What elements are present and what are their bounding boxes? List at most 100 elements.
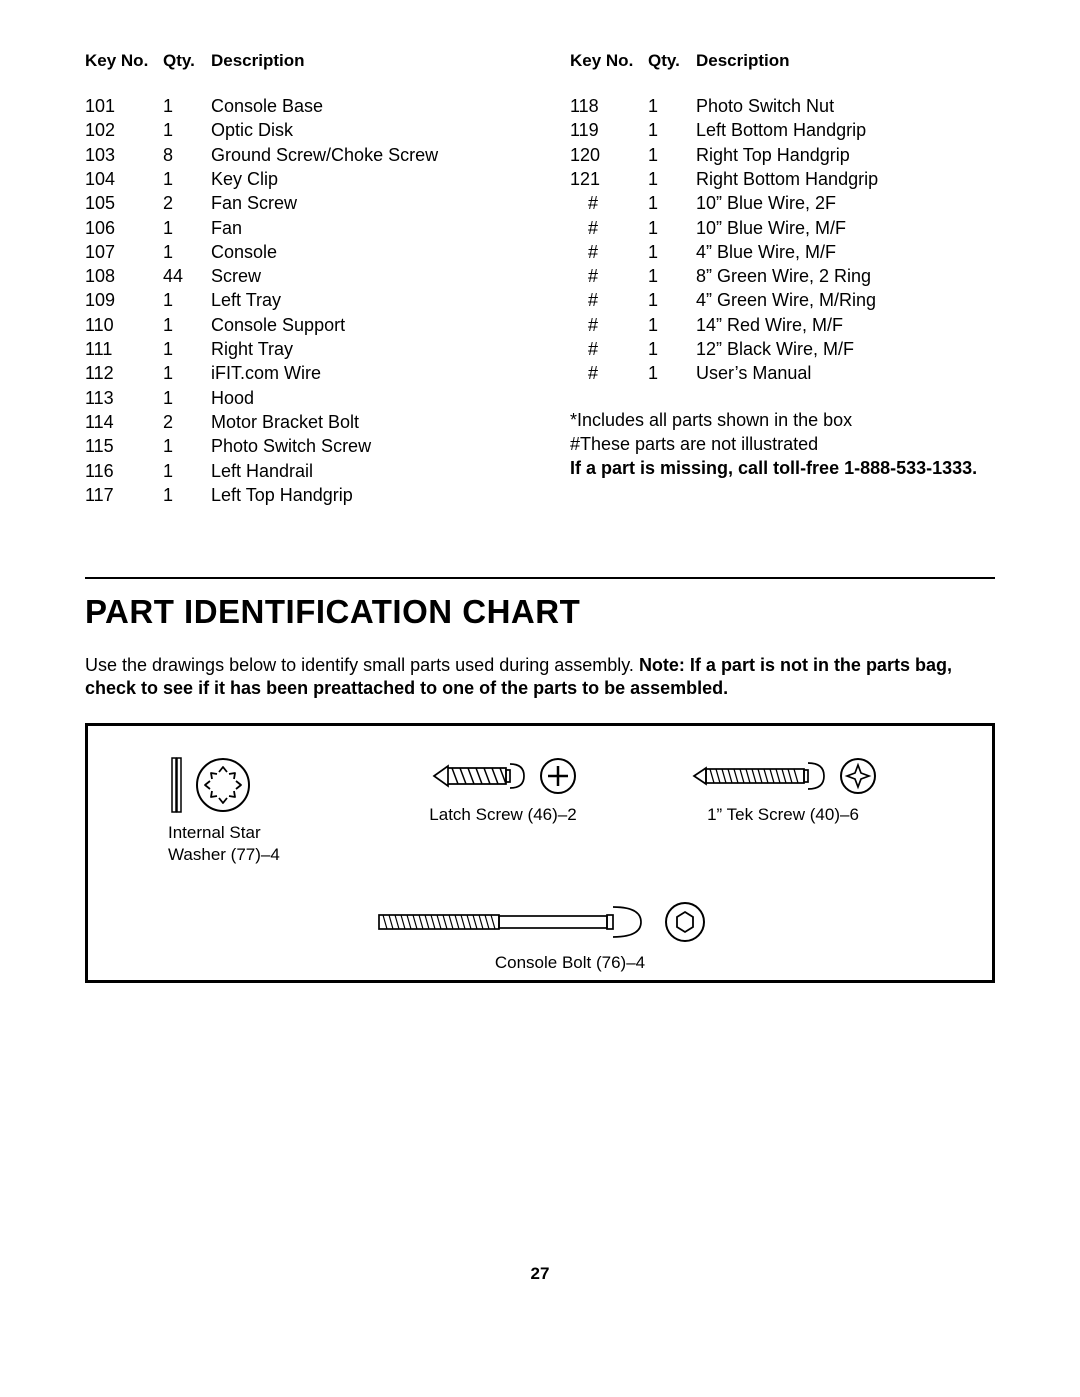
- cell-keyno: 107: [85, 240, 163, 264]
- table-row: 1201Right Top Handgrip: [570, 143, 995, 167]
- cell-desc: Key Clip: [211, 167, 510, 191]
- table-row: 1038Ground Screw/Choke Screw: [85, 143, 510, 167]
- cell-keyno: #: [570, 361, 648, 385]
- cell-desc: iFIT.com Wire: [211, 361, 510, 385]
- cell-desc: 10” Blue Wire, M/F: [696, 216, 995, 240]
- cell-qty: 1: [648, 143, 696, 167]
- cell-qty: 1: [648, 288, 696, 312]
- table-row: 1101Console Support: [85, 313, 510, 337]
- cell-desc: 10” Blue Wire, 2F: [696, 191, 995, 215]
- cell-qty: 1: [163, 386, 211, 410]
- table-row: 1181Photo Switch Nut: [570, 94, 995, 118]
- note-line: #These parts are not illustrated: [570, 432, 995, 456]
- cell-desc: 14” Red Wire, M/F: [696, 313, 995, 337]
- cell-keyno: 119: [570, 118, 648, 142]
- part-label: Latch Screw (46)–2: [429, 804, 576, 826]
- cell-desc: Console Base: [211, 94, 510, 118]
- cell-keyno: 121: [570, 167, 648, 191]
- cell-keyno: 110: [85, 313, 163, 337]
- cell-qty: 1: [163, 216, 211, 240]
- cell-qty: 1: [648, 337, 696, 361]
- part-label: Internal Star Washer (77)–4: [168, 822, 288, 866]
- instruction-pre: Use the drawings below to identify small…: [85, 655, 639, 675]
- cell-keyno: 115: [85, 434, 163, 458]
- cell-desc: Hood: [211, 386, 510, 410]
- cell-qty: 1: [163, 337, 211, 361]
- cell-desc: Fan Screw: [211, 191, 510, 215]
- part-console-bolt: Console Bolt (76)–4: [373, 900, 707, 974]
- latch-screw-side-icon: [428, 756, 528, 796]
- table-row: 1211Right Bottom Handgrip: [570, 167, 995, 191]
- table-row: 1151Photo Switch Screw: [85, 434, 510, 458]
- table-row: 1021Optic Disk: [85, 118, 510, 142]
- cell-desc: Ground Screw/Choke Screw: [211, 143, 510, 167]
- col-header: Description: [696, 50, 995, 94]
- cell-qty: 2: [163, 410, 211, 434]
- cell-keyno: 104: [85, 167, 163, 191]
- table-row: #114” Red Wire, M/F: [570, 313, 995, 337]
- cell-qty: 44: [163, 264, 211, 288]
- parts-notes: *Includes all parts shown in the box #Th…: [570, 408, 995, 481]
- cell-qty: 1: [648, 216, 696, 240]
- col-header: Description: [211, 50, 510, 94]
- table-row: #110” Blue Wire, 2F: [570, 191, 995, 215]
- cell-desc: 4” Green Wire, M/Ring: [696, 288, 995, 312]
- cell-qty: 1: [163, 313, 211, 337]
- cell-qty: 1: [163, 434, 211, 458]
- cell-qty: 1: [163, 288, 211, 312]
- cell-qty: 1: [648, 264, 696, 288]
- table-row: #1User’s Manual: [570, 361, 995, 385]
- table-row: 1142Motor Bracket Bolt: [85, 410, 510, 434]
- table-row: 1121iFIT.com Wire: [85, 361, 510, 385]
- cell-keyno: 116: [85, 459, 163, 483]
- chart-title: PART IDENTIFICATION CHART: [85, 591, 995, 634]
- latch-screw-head-icon: [538, 756, 578, 796]
- cell-qty: 8: [163, 143, 211, 167]
- col-header: Qty.: [648, 50, 696, 94]
- table-row: 1061Fan: [85, 216, 510, 240]
- cell-keyno: 106: [85, 216, 163, 240]
- id-chart-box: Internal Star Washer (77)–4 Latch Screw …: [85, 723, 995, 983]
- table-row: #14” Blue Wire, M/F: [570, 240, 995, 264]
- col-header: Key No.: [570, 50, 648, 94]
- note-line: If a part is missing, call toll-free 1-8…: [570, 456, 995, 480]
- cell-keyno: 108: [85, 264, 163, 288]
- cell-desc: Photo Switch Screw: [211, 434, 510, 458]
- cell-desc: Optic Disk: [211, 118, 510, 142]
- cell-desc: Photo Switch Nut: [696, 94, 995, 118]
- cell-qty: 1: [163, 94, 211, 118]
- cell-keyno: 101: [85, 94, 163, 118]
- part-star-washer: Internal Star Washer (77)–4: [168, 756, 288, 866]
- cell-keyno: 118: [570, 94, 648, 118]
- parts-list-left-col: Key No. Qty. Description 1011Console Bas…: [85, 50, 510, 507]
- cell-desc: Fan: [211, 216, 510, 240]
- cell-keyno: 114: [85, 410, 163, 434]
- tek-screw-head-icon: [838, 756, 878, 796]
- cell-keyno: #: [570, 191, 648, 215]
- cell-keyno: #: [570, 240, 648, 264]
- cell-keyno: 112: [85, 361, 163, 385]
- cell-desc: Right Top Handgrip: [696, 143, 995, 167]
- cell-desc: Right Tray: [211, 337, 510, 361]
- cell-qty: 1: [648, 240, 696, 264]
- cell-keyno: 109: [85, 288, 163, 312]
- cell-keyno: #: [570, 264, 648, 288]
- table-row: 1052Fan Screw: [85, 191, 510, 215]
- cell-desc: Right Bottom Handgrip: [696, 167, 995, 191]
- cell-keyno: 102: [85, 118, 163, 142]
- cell-desc: Console Support: [211, 313, 510, 337]
- cell-desc: 12” Black Wire, M/F: [696, 337, 995, 361]
- cell-qty: 2: [163, 191, 211, 215]
- table-row: 1161Left Handrail: [85, 459, 510, 483]
- cell-qty: 1: [163, 118, 211, 142]
- cell-keyno: 120: [570, 143, 648, 167]
- cell-keyno: 103: [85, 143, 163, 167]
- cell-desc: User’s Manual: [696, 361, 995, 385]
- table-row: 1071Console: [85, 240, 510, 264]
- table-row: 1131Hood: [85, 386, 510, 410]
- table-row: 10844Screw: [85, 264, 510, 288]
- cell-desc: Console: [211, 240, 510, 264]
- page-number: 27: [85, 1263, 995, 1285]
- cell-keyno: 117: [85, 483, 163, 507]
- table-row: 1091Left Tray: [85, 288, 510, 312]
